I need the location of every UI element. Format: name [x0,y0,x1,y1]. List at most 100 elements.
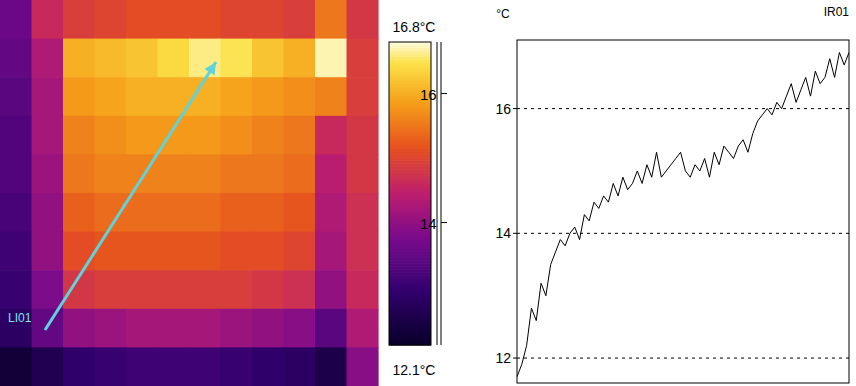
heat-cell [32,77,64,116]
profile-chart: 121416°CIR01 [495,5,849,383]
heat-cell [63,0,95,39]
heat-cell [126,77,158,116]
heat-cell [252,309,284,348]
heat-cell [252,77,284,116]
heat-cell [126,116,158,155]
heat-cell [315,154,347,193]
heat-cell [126,270,158,309]
profile-line [45,62,216,330]
heat-cell [284,0,316,39]
heat-cell [315,232,347,271]
heat-cell [32,154,64,193]
heat-cell [252,0,284,39]
heat-cell [0,39,32,78]
heat-cell [252,116,284,155]
heat-cell [252,154,284,193]
heat-cell [189,309,221,348]
colorbar-tick-label: 16 [420,86,437,103]
grid-line [517,108,849,109]
heat-cell [95,270,127,309]
heat-cell [347,232,379,271]
heat-cell [347,0,379,39]
heat-cell [0,77,32,116]
heat-cell [63,154,95,193]
heat-cell [284,77,316,116]
colorbar [389,42,441,346]
heat-cell [347,347,379,386]
figure: LI0116.8°C161412.1°C121416°CIR01 [0,0,856,386]
heat-cell [63,116,95,155]
heat-cell [221,77,253,116]
heat-cell [0,270,32,309]
y-tick [513,233,517,234]
heat-cell [158,347,190,386]
colorbar-tick [441,222,447,223]
heat-cell [32,39,64,78]
chart-title: IR01 [824,5,850,19]
heat-cell [315,77,347,116]
heat-cell [32,347,64,386]
heat-cell [95,309,127,348]
heat-cell [347,116,379,155]
colorbar-tick [441,93,447,94]
heat-cell [284,39,316,78]
profile-arrowhead [205,62,217,75]
plot-data [517,52,849,376]
heat-cell [252,347,284,386]
heat-cell [95,347,127,386]
heat-cell [32,193,64,232]
heat-cell [0,232,32,271]
heat-cell [315,270,347,309]
heat-cell [252,193,284,232]
heat-cell [63,309,95,348]
heat-cell [32,232,64,271]
heat-cell [63,193,95,232]
heat-cell [63,77,95,116]
heat-cell [189,154,221,193]
heat-cell [221,154,253,193]
heat-cell [315,309,347,348]
colorbar-label: 16.8°C [393,19,436,35]
heat-cell [0,193,32,232]
heat-cell [347,39,379,78]
plot-frame [517,40,849,383]
heat-cell [158,270,190,309]
heat-cell [284,309,316,348]
heat-cell [284,154,316,193]
colorbar-label: 12.1°C [393,362,436,378]
heat-cell [315,39,347,78]
heat-cell [221,232,253,271]
heat-cell [158,232,190,271]
heat-cell [347,77,379,116]
heat-cell [252,39,284,78]
heat-cell [284,232,316,271]
heat-cell [158,193,190,232]
heat-cell [284,347,316,386]
heat-cell [95,232,127,271]
heat-cell [95,154,127,193]
y-axis-title: °C [496,7,510,21]
heat-cell [126,347,158,386]
heat-cell [315,0,347,39]
heat-cell [221,347,253,386]
heat-cell [347,270,379,309]
heat-cell [252,232,284,271]
heat-cell [284,116,316,155]
heat-cell [189,193,221,232]
heat-cell [126,39,158,78]
heat-cell [0,116,32,155]
heat-cell [95,116,127,155]
thermal-image [0,0,379,386]
heat-cell [158,39,190,78]
heat-cell [0,347,32,386]
heat-cell [189,116,221,155]
heat-cell [221,270,253,309]
grid-line [517,233,849,234]
heat-cell [189,0,221,39]
heat-cell [347,309,379,348]
heat-cell [0,309,32,348]
y-tick-label: 14 [495,225,511,241]
heat-cell [221,193,253,232]
colorbar-tick-label: 14 [420,215,437,232]
y-tick-label: 16 [495,101,511,117]
